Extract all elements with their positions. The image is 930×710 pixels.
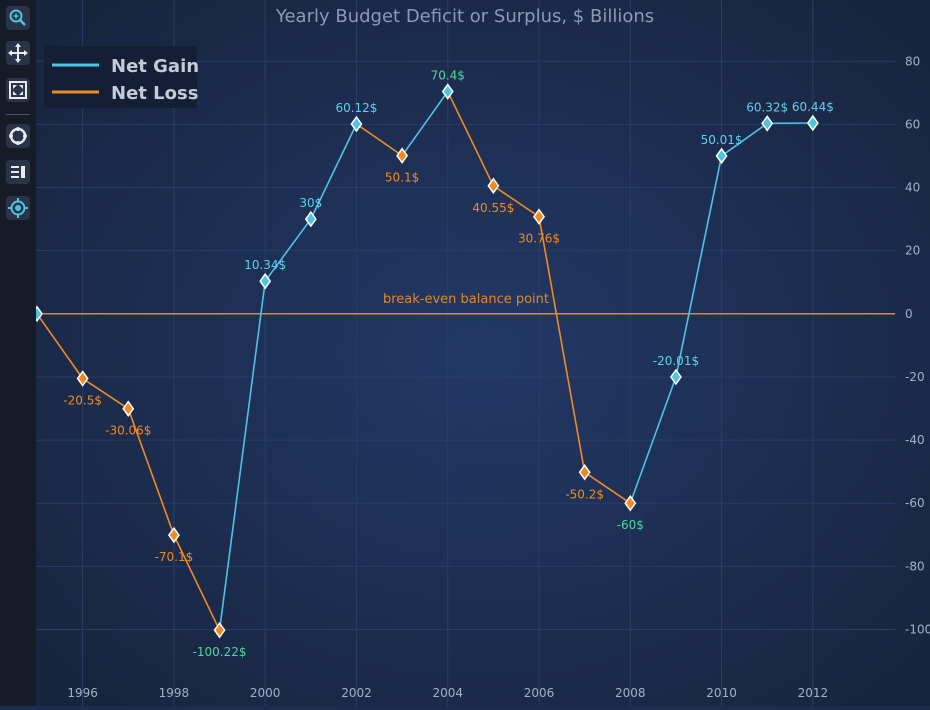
pan-button[interactable] <box>6 41 30 65</box>
y-tick-label: 60 <box>905 117 920 131</box>
x-tick-label: 1998 <box>159 686 190 700</box>
data-label: 10.34$ <box>244 258 286 272</box>
x-tick-label: 2006 <box>524 686 555 700</box>
data-label: 60.12$ <box>335 101 377 115</box>
data-label: 60.32$ <box>746 100 788 114</box>
legend-toggle-icon <box>8 162 28 182</box>
x-tick-label: 2004 <box>432 686 463 700</box>
x-tick-label: 2008 <box>615 686 646 700</box>
legend-label-net-loss: Net Loss <box>111 83 198 104</box>
data-label: -50.2$ <box>565 487 604 501</box>
data-label: 50.1$ <box>385 171 419 185</box>
y-tick-label: -40 <box>905 433 925 447</box>
x-tick-label: 2012 <box>798 686 829 700</box>
toolbar-separator <box>6 114 30 115</box>
cursor-button[interactable] <box>6 196 30 220</box>
y-tick-label: -60 <box>905 496 925 510</box>
data-label: -60$ <box>617 518 644 532</box>
data-label: 50.01$ <box>701 133 743 147</box>
data-label: 60.44$ <box>792 100 834 114</box>
y-tick-label: -20 <box>905 370 925 384</box>
baseline-label: break-even balance point <box>383 292 549 307</box>
data-label: 70.4$ <box>431 69 465 83</box>
legend-toggle-button[interactable] <box>6 160 30 184</box>
pan-icon <box>8 43 28 63</box>
data-label: 30.76$ <box>518 232 560 246</box>
data-label: -70.1$ <box>155 550 194 564</box>
data-label: -100.22$ <box>193 645 247 659</box>
y-tick-label: 40 <box>905 181 920 195</box>
data-label: -30.06$ <box>105 424 151 438</box>
y-tick-label: -80 <box>905 559 925 573</box>
zoom-button[interactable] <box>6 6 30 30</box>
x-tick-label: 2002 <box>341 686 372 700</box>
rollover-button[interactable] <box>6 124 30 148</box>
data-label: 30$ <box>299 196 322 210</box>
data-label: -20.5$ <box>63 394 102 408</box>
zoom-icon <box>8 8 28 28</box>
x-tick-label: 1996 <box>67 686 98 700</box>
data-label: -20.01$ <box>653 354 699 368</box>
y-tick-label: 80 <box>905 54 920 68</box>
x-tick-label: 2000 <box>250 686 281 700</box>
y-tick-label: 20 <box>905 244 920 258</box>
y-tick-label: 0 <box>905 307 913 321</box>
chart-title: Yearly Budget Deficit or Surplus, $ Bill… <box>275 6 654 27</box>
cursor-icon <box>8 198 28 218</box>
y-tick-label: -100 <box>905 622 930 636</box>
zoom-extents-button[interactable] <box>6 78 30 102</box>
legend[interactable]: Net Gain Net Loss <box>44 46 199 108</box>
toolbar <box>0 0 36 706</box>
rollover-icon <box>8 126 28 146</box>
x-tick-label: 2010 <box>706 686 737 700</box>
zoom-extents-icon <box>8 80 28 100</box>
legend-label-net-gain: Net Gain <box>111 56 199 77</box>
data-label: 40.55$ <box>472 201 514 215</box>
